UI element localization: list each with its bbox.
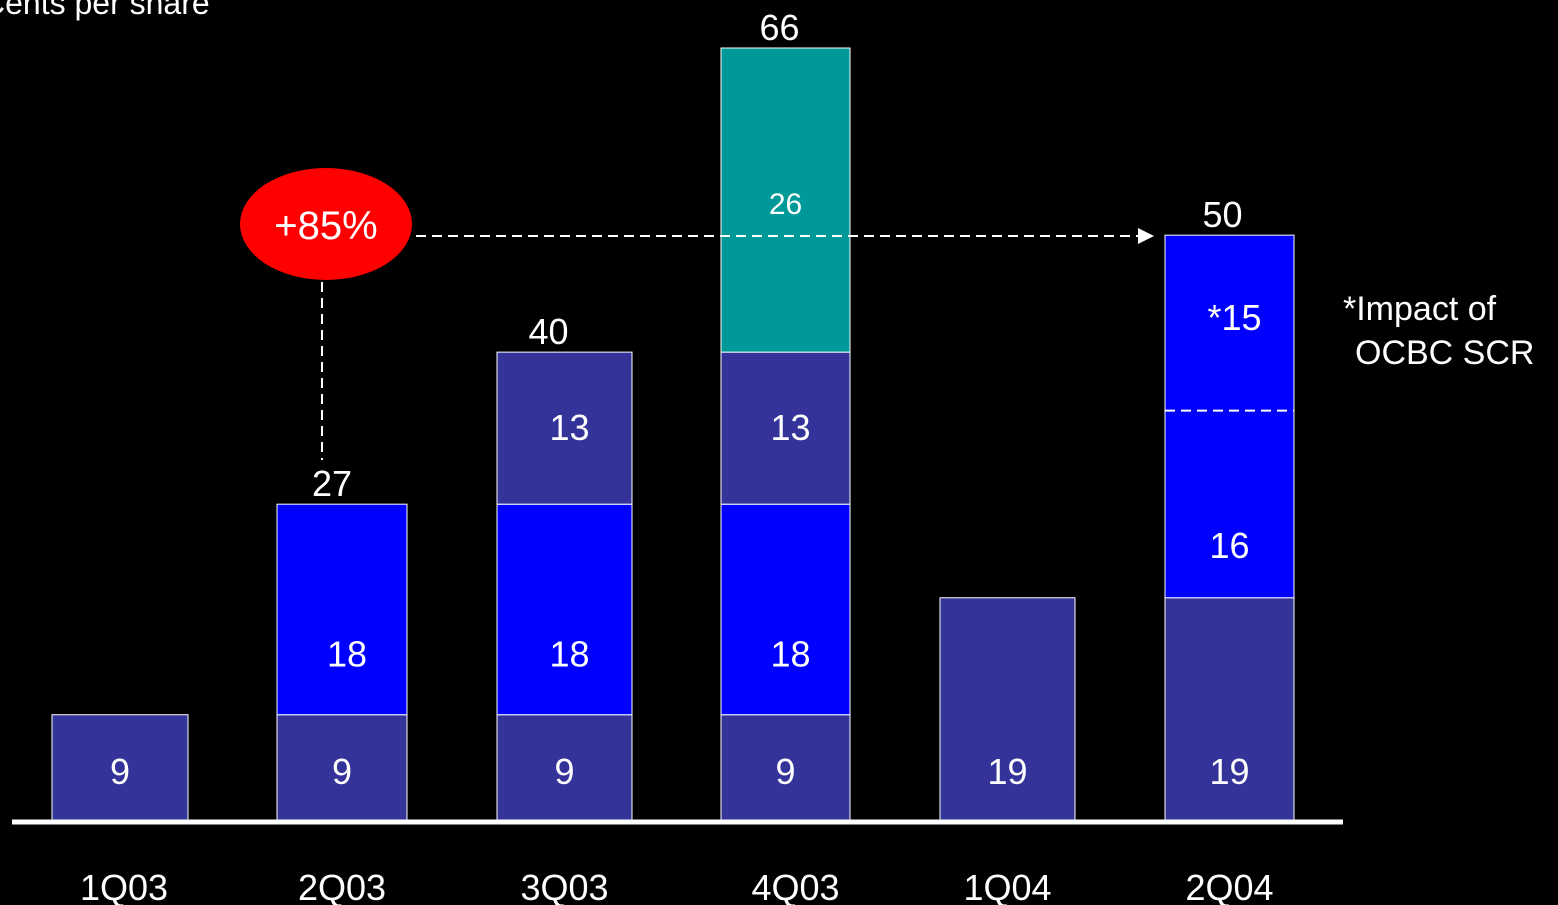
segment-label-2Q04-1: 19 (1209, 751, 1249, 792)
bar-segment-4Q03-4 (720, 47, 851, 353)
segment-label-2Q03-2: 18 (327, 634, 367, 675)
total-label-2Q03: 27 (312, 463, 352, 504)
bar-segment-2Q03-1 (276, 714, 408, 821)
bar-segment-2Q04-2 (1164, 410, 1295, 599)
footnote-line-1: *Impact of (1343, 290, 1497, 328)
total-label-4Q03: 66 (759, 7, 799, 48)
total-label-2Q04: 50 (1202, 194, 1242, 235)
bar-segment-2Q04-3 (1164, 234, 1295, 412)
growth-label: +85% (274, 204, 377, 248)
segment-label-4Q03-4: 26 (769, 188, 802, 221)
bar-segment-4Q03-1 (720, 714, 851, 821)
segment-label-2Q04-2: 16 (1209, 525, 1249, 566)
total-label-3Q03: 40 (528, 311, 568, 352)
category-label-4Q03: 4Q03 (751, 867, 839, 905)
category-label-1Q03: 1Q03 (80, 867, 168, 905)
segment-label-4Q03-2: 18 (770, 634, 810, 675)
footnote-line-2: OCBC SCR (1355, 334, 1534, 372)
category-label-2Q04: 2Q04 (1185, 867, 1273, 905)
bar-segment-1Q03-1 (51, 714, 189, 821)
segment-label-3Q03-1: 9 (554, 751, 574, 792)
growth-ellipse (240, 168, 412, 280)
category-label-1Q04: 1Q04 (963, 867, 1051, 905)
bar-segment-4Q03-2 (720, 503, 851, 716)
y-axis-label: Cents per share (0, 0, 210, 21)
segment-label-2Q04-3: *15 (1207, 297, 1261, 338)
growth-arrowhead (1138, 228, 1154, 244)
bar-segment-2Q03-2 (276, 503, 408, 716)
bar-segment-1Q04-1 (939, 597, 1076, 821)
segment-label-4Q03-3: 13 (770, 407, 810, 448)
bar-segment-3Q03-3 (496, 351, 633, 505)
bar-segment-4Q03-3 (720, 351, 851, 505)
segment-label-3Q03-3: 13 (549, 407, 589, 448)
segment-label-1Q03-1: 9 (110, 751, 130, 792)
labels-layer: 9 1Q03 9 18 27 2Q03 9 18 13 40 3Q03 9 18 13 26 66 4Q03 19… (80, 7, 1274, 905)
segment-label-4Q03-1: 9 (775, 751, 795, 792)
segment-label-1Q04-1: 19 (987, 751, 1027, 792)
segment-label-2Q03-1: 9 (332, 751, 352, 792)
category-label-3Q03: 3Q03 (520, 867, 608, 905)
segment-label-3Q03-2: 18 (549, 634, 589, 675)
bars-layer (51, 47, 1295, 821)
category-label-2Q03: 2Q03 (298, 867, 386, 905)
bar-segment-3Q03-2 (496, 503, 633, 716)
